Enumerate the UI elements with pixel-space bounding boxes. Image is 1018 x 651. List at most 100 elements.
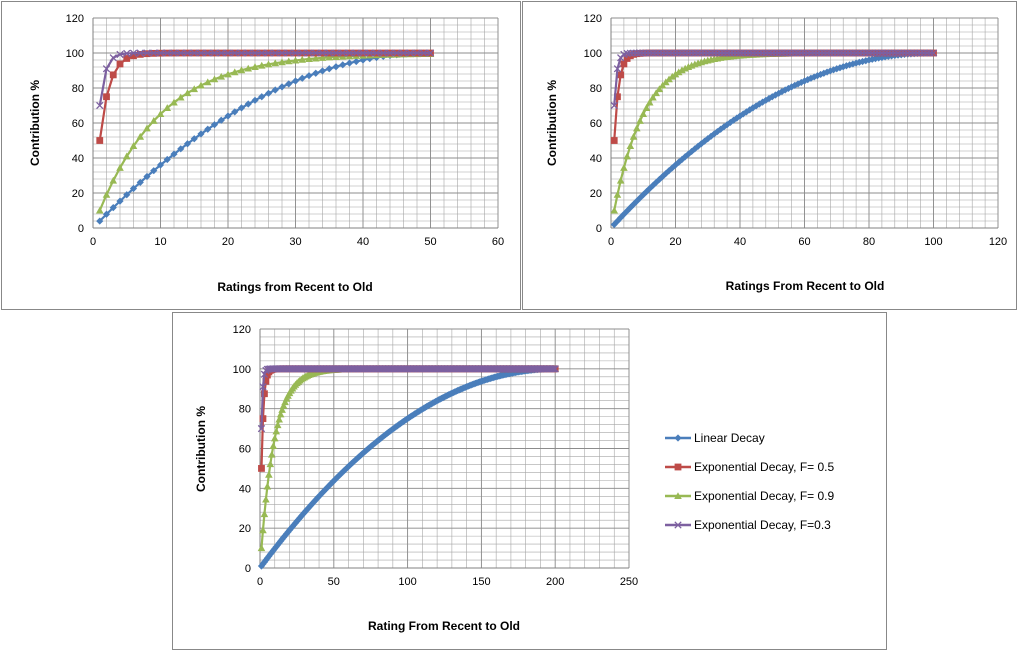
chart-1-point-exp03 (332, 49, 340, 57)
chart-2-point-exp09 (655, 85, 664, 93)
chart-2-point-exp03 (668, 49, 676, 57)
chart-2-point-exp09 (623, 152, 631, 160)
chart-2-point-exp03 (662, 49, 670, 57)
chart-1-point-exp09 (136, 132, 145, 140)
chart-2-point-exp03 (929, 49, 938, 57)
chart-2-x-tick-label: 120 (989, 236, 1007, 248)
chart-2-point-linear (826, 67, 834, 75)
chart-1-point-exp03 (258, 49, 266, 57)
chart-1-point-linear (136, 178, 144, 187)
chart-1-point-exp03 (318, 49, 327, 57)
chart-2-point-exp03 (694, 49, 702, 57)
chart-2-point-exp09 (639, 110, 648, 118)
chart-2-point-exp03 (884, 49, 893, 57)
chart-2-point-exp03 (791, 49, 799, 57)
chart-2-y-tick-label: 60 (590, 118, 602, 130)
chart-2-point-exp03 (900, 49, 909, 57)
chart-1-x-tick-label: 20 (222, 236, 234, 248)
chart-1-point-exp03 (393, 49, 401, 57)
chart-2-point-linear (884, 52, 892, 61)
chart-2-point-exp09 (629, 132, 638, 140)
chart-2-point-exp03 (820, 49, 828, 57)
chart-1-point-exp03 (251, 49, 259, 57)
chart-3-series-linear (257, 365, 559, 570)
chart-2-point-exp03 (707, 49, 715, 57)
chart-2-y-tick-label: 120 (584, 13, 602, 25)
chart-3-point-exp09 (266, 460, 275, 468)
chart-2-x-tick-label: 100 (924, 236, 942, 248)
chart-2-point-linear (878, 53, 886, 62)
chart-2-point-exp03 (797, 49, 805, 57)
chart-2-point-exp03 (642, 49, 651, 57)
chart-3-y-axis-title: Contribution % (194, 406, 208, 492)
chart-3-x-axis-title: Rating From Recent to Old (368, 619, 520, 633)
chart-3-point-exp09 (276, 410, 285, 418)
chart-1-point-exp03 (264, 49, 273, 57)
chart-2-point-exp03 (829, 49, 838, 57)
chart-2-point-exp03 (646, 49, 654, 57)
chart-2-y-tick-label: 80 (590, 83, 602, 95)
chart-2-point-linear (846, 61, 854, 69)
chart-1-point-exp03 (406, 49, 414, 57)
chart-2-x-tick-label: 40 (734, 236, 746, 248)
legend-entry-linear: Linear Decay (665, 431, 765, 445)
chart-1-point-exp03 (426, 49, 435, 57)
chart-2-point-exp09 (645, 98, 654, 106)
chart-1-point-linear (197, 130, 205, 138)
chart-1-point-exp09 (305, 55, 313, 63)
chart-2-point-linear (820, 69, 828, 77)
chart-2-point-exp09 (671, 70, 680, 78)
chart-2-point-exp03 (655, 49, 664, 57)
chart-2-point-exp05 (620, 60, 628, 68)
chart-2-point-linear (791, 81, 799, 89)
chart-1-y-tick-label: 60 (72, 118, 84, 130)
chart-2-x-tick-label: 80 (863, 236, 875, 248)
chart-1-point-exp03 (190, 49, 198, 57)
chart-1-y-tick-label: 0 (78, 223, 84, 235)
chart-2-point-exp03 (752, 49, 760, 57)
chart-1-point-linear (102, 210, 111, 218)
chart-1-point-exp09 (244, 64, 253, 72)
chart-1-point-exp03 (399, 49, 408, 57)
chart-1-point-exp03 (163, 49, 171, 57)
chart-2-point-exp09 (668, 72, 677, 80)
chart-2-point-exp09 (674, 68, 683, 76)
chart-2-point-exp03 (865, 49, 873, 57)
chart-2-point-exp03 (849, 49, 857, 57)
chart-2-point-exp03 (800, 49, 809, 57)
chart-2-point-exp03 (897, 49, 905, 57)
chart-1-point-exp03 (359, 49, 367, 57)
chart-2-point-exp03 (678, 49, 686, 57)
chart-1-point-exp03 (177, 49, 185, 57)
chart-1-point-linear (210, 121, 219, 129)
chart-2-point-linear (729, 116, 738, 124)
chart-2-point-exp03 (778, 49, 786, 57)
chart-2-point-exp03 (894, 49, 902, 57)
chart-1-point-exp09 (95, 206, 104, 214)
chart-2-point-exp03 (733, 49, 741, 57)
chart-2-point-exp03 (658, 49, 667, 57)
chart-2-point-exp03 (681, 49, 689, 57)
chart-2-point-linear (765, 94, 773, 103)
chart-1-point-exp03 (123, 49, 131, 58)
chart-2-point-exp03 (839, 49, 847, 57)
chart-1-point-linear (312, 69, 320, 77)
chart-panel-1: 0 10 20 30 40 50 60 0 20 40 60 80 100 120 Ratings from… (1, 1, 521, 310)
chart-2-point-exp03 (771, 49, 780, 57)
chart-3-x-tick-label: 150 (472, 576, 490, 588)
chart-panel-3: 0 50 100 150 200 250 0 20 40 60 80 100 120 Rating Fro… (172, 312, 887, 650)
chart-1-y-axis-title: Contribution % (28, 80, 42, 166)
chart-3-point-exp05 (259, 415, 267, 423)
chart-2-point-linear (804, 76, 812, 84)
chart-1-point-exp09 (284, 57, 293, 65)
chart-1-point-exp09 (264, 60, 273, 68)
chart-1-point-exp09 (102, 190, 111, 198)
chart-1-point-exp03 (325, 49, 333, 57)
chart-1-y-tick-label: 20 (72, 188, 84, 200)
chart-1-point-exp03 (312, 49, 320, 57)
chart-3-x-tick-label: 250 (620, 576, 638, 588)
chart-2-point-exp03 (868, 49, 876, 57)
chart-1-point-exp03 (271, 49, 279, 57)
chart-1-point-exp09 (210, 75, 219, 83)
chart-2-point-exp03 (836, 49, 844, 57)
